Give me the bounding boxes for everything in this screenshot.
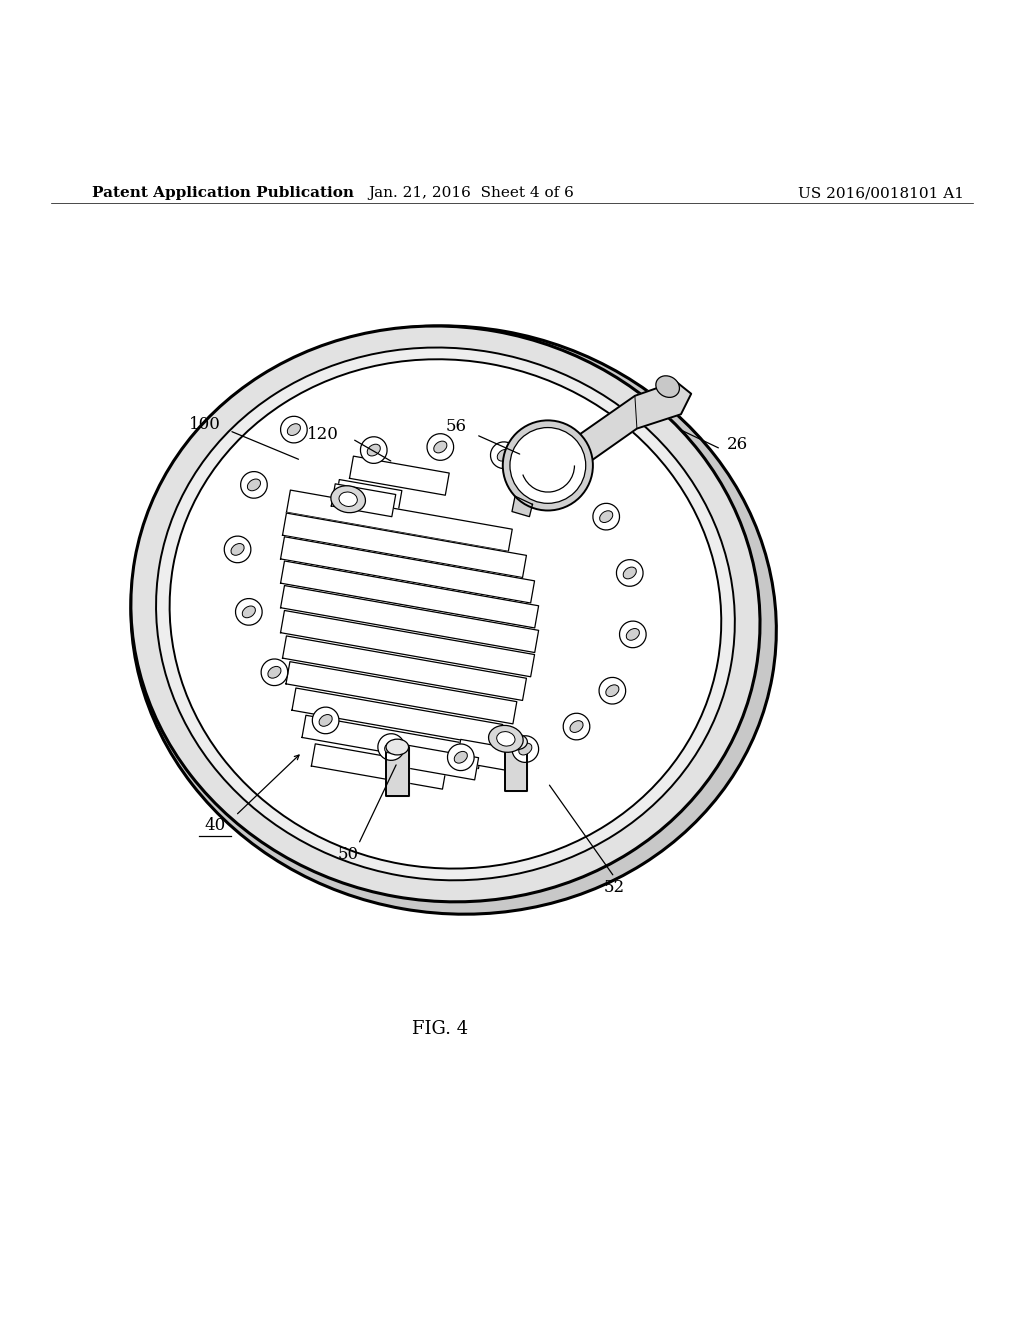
Ellipse shape xyxy=(548,462,574,488)
Polygon shape xyxy=(281,561,539,628)
Text: 100: 100 xyxy=(188,416,221,433)
Polygon shape xyxy=(512,496,532,516)
Ellipse shape xyxy=(378,734,404,760)
Ellipse shape xyxy=(288,424,300,436)
Ellipse shape xyxy=(570,721,583,733)
Ellipse shape xyxy=(427,434,454,461)
Ellipse shape xyxy=(339,492,357,507)
Ellipse shape xyxy=(385,741,397,752)
Ellipse shape xyxy=(512,735,539,763)
Ellipse shape xyxy=(131,326,776,915)
Polygon shape xyxy=(402,744,478,780)
Ellipse shape xyxy=(281,416,307,444)
Ellipse shape xyxy=(627,628,639,640)
Ellipse shape xyxy=(606,685,618,697)
Ellipse shape xyxy=(519,743,531,755)
Ellipse shape xyxy=(616,560,643,586)
Text: FIG. 4: FIG. 4 xyxy=(413,1019,468,1038)
Ellipse shape xyxy=(170,359,721,869)
Text: 50: 50 xyxy=(338,846,358,863)
Ellipse shape xyxy=(490,442,517,469)
Polygon shape xyxy=(505,742,527,791)
Ellipse shape xyxy=(236,598,262,626)
Ellipse shape xyxy=(563,713,590,741)
Ellipse shape xyxy=(488,726,523,752)
Ellipse shape xyxy=(510,428,586,503)
Ellipse shape xyxy=(261,659,288,685)
Ellipse shape xyxy=(368,445,380,455)
Ellipse shape xyxy=(655,376,680,397)
Polygon shape xyxy=(457,739,526,774)
Ellipse shape xyxy=(331,486,366,512)
Polygon shape xyxy=(336,479,401,512)
Ellipse shape xyxy=(455,751,467,763)
Polygon shape xyxy=(570,381,691,470)
Text: US 2016/0018101 A1: US 2016/0018101 A1 xyxy=(798,186,964,201)
Ellipse shape xyxy=(503,420,593,511)
Ellipse shape xyxy=(555,470,567,482)
Ellipse shape xyxy=(620,622,646,648)
Polygon shape xyxy=(281,537,535,603)
Text: Jan. 21, 2016  Sheet 4 of 6: Jan. 21, 2016 Sheet 4 of 6 xyxy=(368,186,574,201)
Ellipse shape xyxy=(156,347,735,880)
Ellipse shape xyxy=(497,731,515,746)
Ellipse shape xyxy=(600,511,612,523)
Ellipse shape xyxy=(131,326,760,902)
Ellipse shape xyxy=(599,677,626,704)
Ellipse shape xyxy=(241,471,267,498)
Text: Patent Application Publication: Patent Application Publication xyxy=(92,186,354,201)
Text: 40: 40 xyxy=(205,817,225,834)
Ellipse shape xyxy=(498,449,510,461)
Ellipse shape xyxy=(505,734,527,750)
Ellipse shape xyxy=(360,437,387,463)
Polygon shape xyxy=(287,490,512,552)
Polygon shape xyxy=(302,715,482,768)
Ellipse shape xyxy=(319,714,332,726)
Ellipse shape xyxy=(386,739,409,755)
Polygon shape xyxy=(292,688,503,747)
Polygon shape xyxy=(281,586,539,652)
Ellipse shape xyxy=(624,568,636,579)
Text: 52: 52 xyxy=(604,879,625,896)
Ellipse shape xyxy=(447,744,474,771)
Ellipse shape xyxy=(268,667,281,678)
Ellipse shape xyxy=(312,708,339,734)
Polygon shape xyxy=(349,457,450,495)
Text: 56: 56 xyxy=(445,418,466,436)
Ellipse shape xyxy=(231,544,244,556)
Polygon shape xyxy=(283,636,526,701)
Polygon shape xyxy=(286,661,517,723)
Polygon shape xyxy=(386,747,409,796)
Text: 120: 120 xyxy=(306,426,339,444)
Text: 26: 26 xyxy=(727,437,748,454)
Ellipse shape xyxy=(224,536,251,562)
Ellipse shape xyxy=(248,479,260,491)
Polygon shape xyxy=(283,513,526,578)
Polygon shape xyxy=(281,610,535,677)
Polygon shape xyxy=(311,744,446,789)
Polygon shape xyxy=(332,484,395,516)
Ellipse shape xyxy=(434,441,446,453)
Ellipse shape xyxy=(243,606,255,618)
Ellipse shape xyxy=(593,503,620,529)
